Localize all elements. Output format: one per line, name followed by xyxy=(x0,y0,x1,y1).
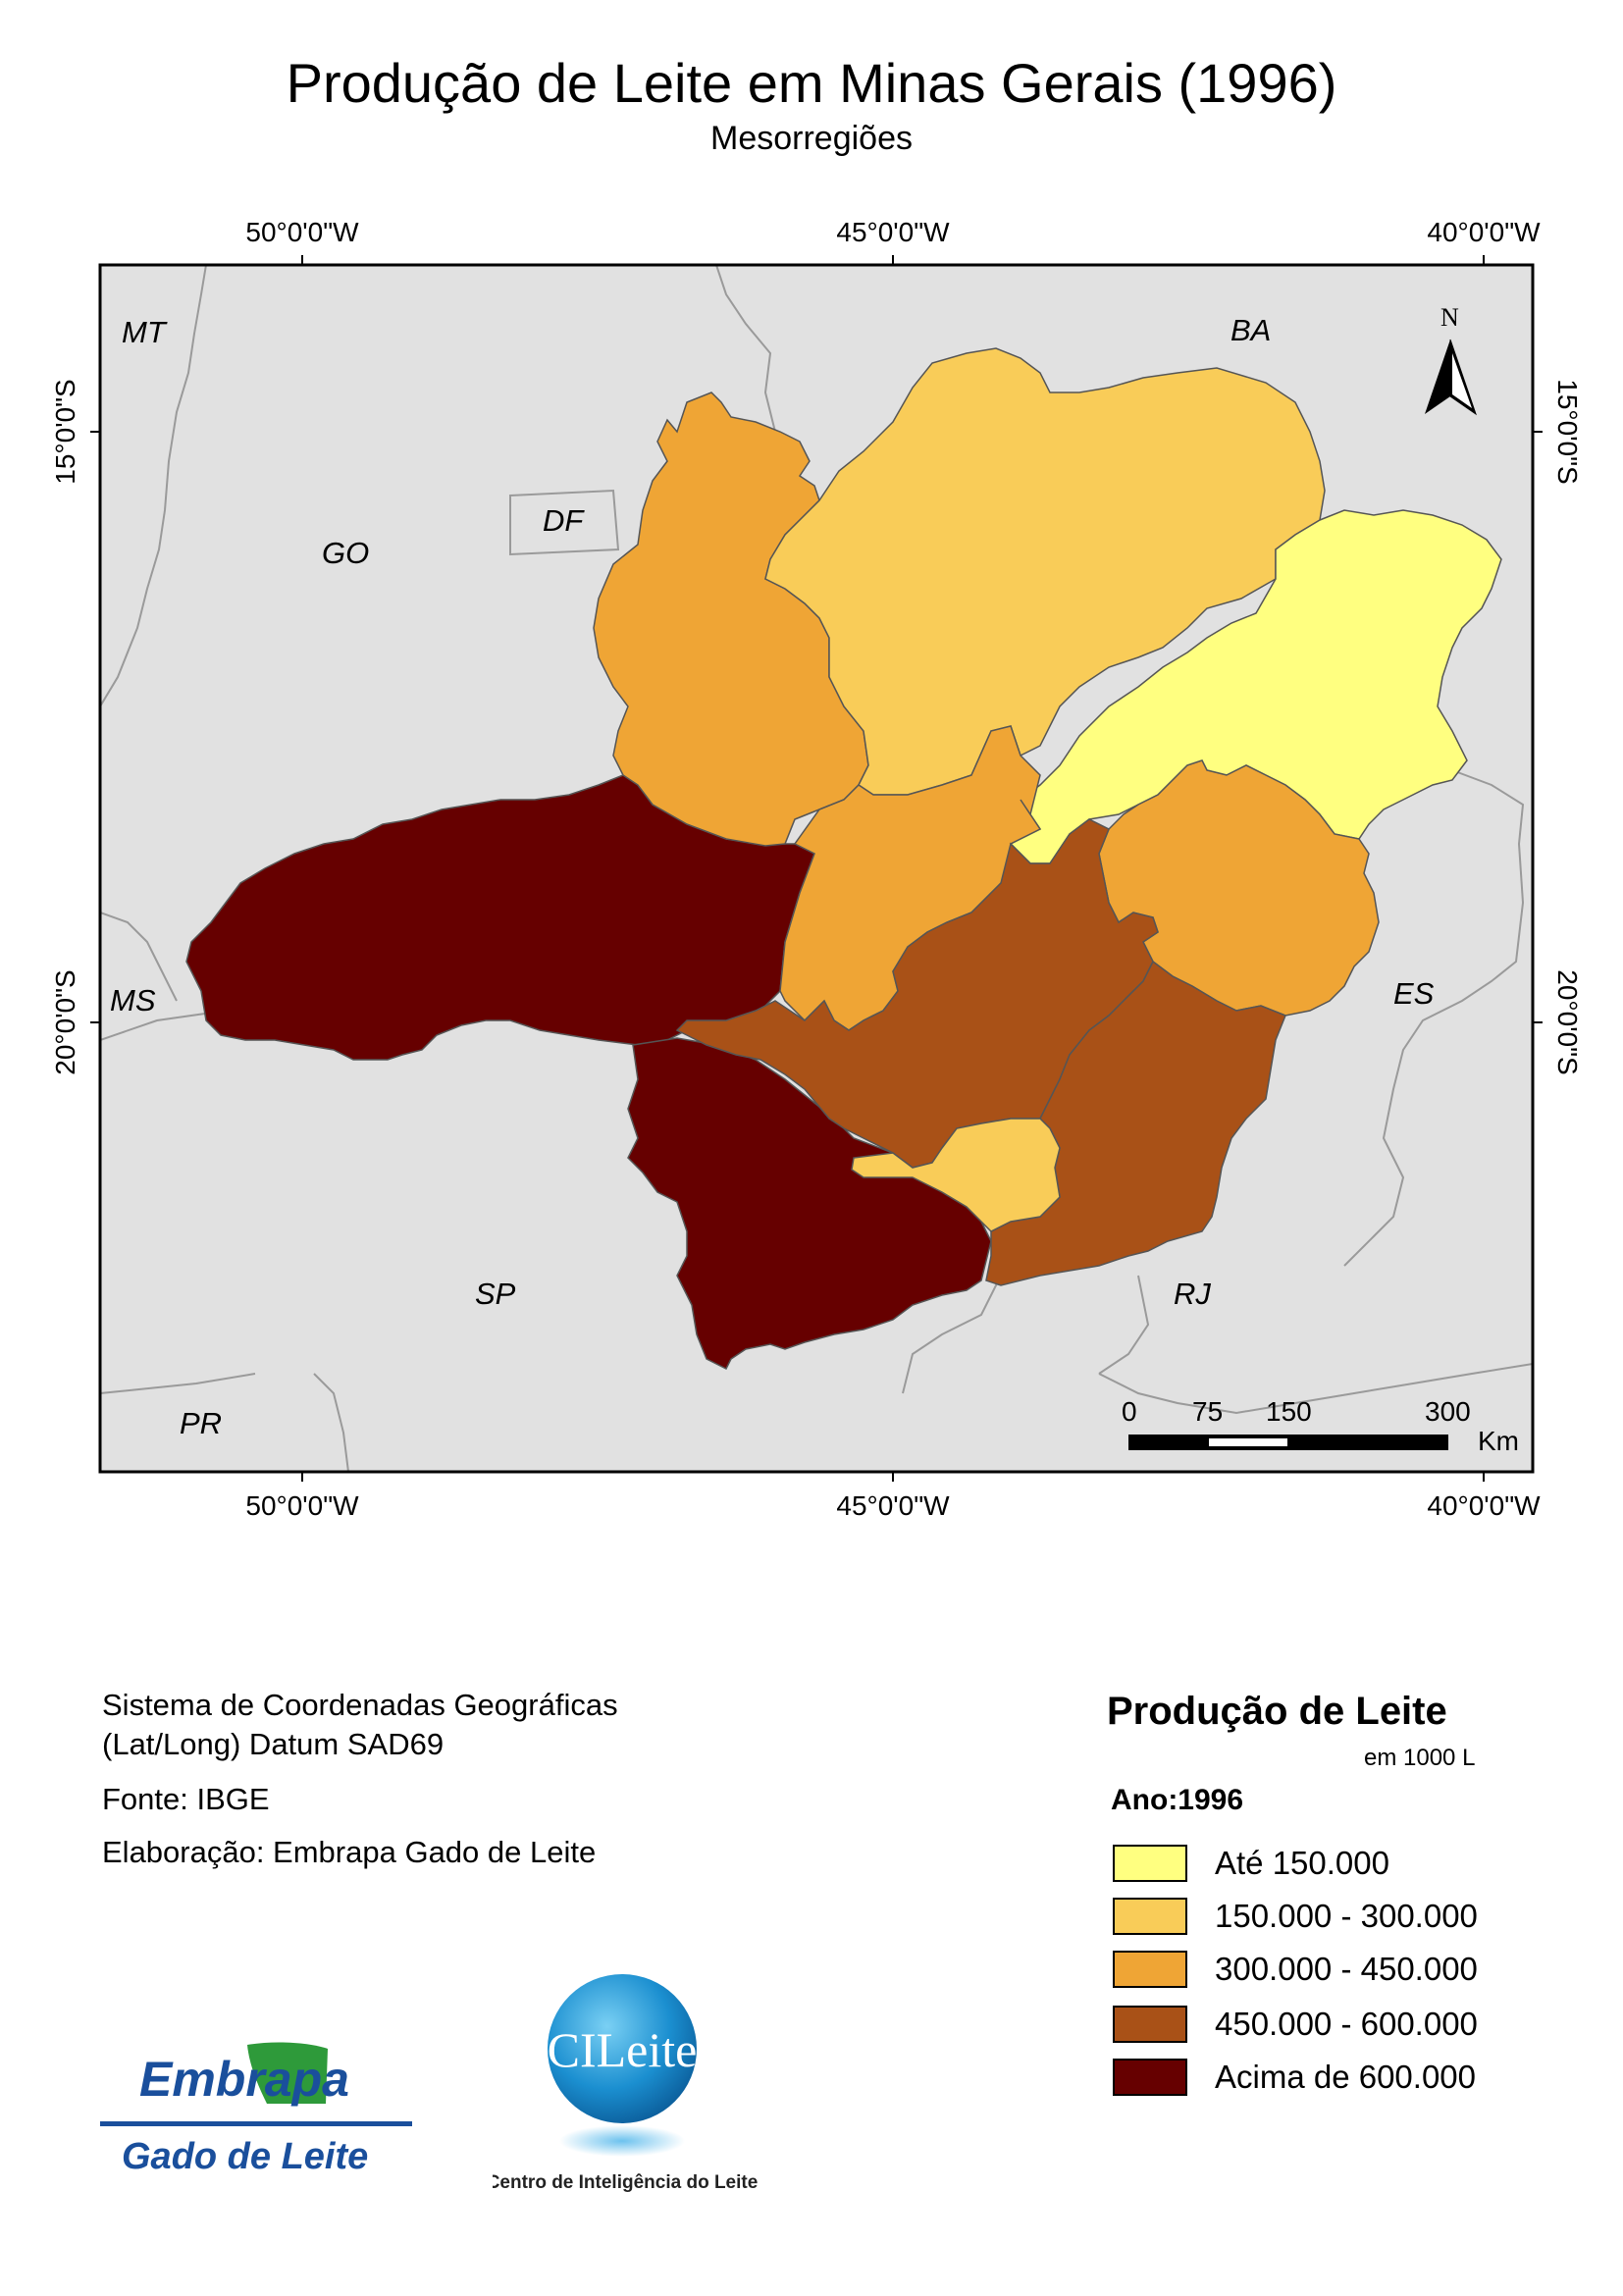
state-label-pr: PR xyxy=(180,1406,222,1440)
graticule-left-15s: 15°0'0"S xyxy=(50,379,80,484)
legend-swatch xyxy=(1113,2059,1187,2096)
legend-swatch xyxy=(1113,2006,1187,2043)
legend-unit: em 1000 L xyxy=(1364,1745,1476,1771)
legend-swatch xyxy=(1113,1951,1187,1988)
graticule-bottom-40w: 40°0'0"W xyxy=(1427,1490,1541,1521)
legend-title: Produção de Leite xyxy=(1107,1690,1447,1733)
map-frame xyxy=(98,263,1535,1474)
embrapa-wordmark: Embrapa xyxy=(139,2052,349,2107)
graticule-bottom-45w: 45°0'0"W xyxy=(836,1490,950,1521)
coord-system-line2: (Lat/Long) Datum SAD69 xyxy=(102,1727,445,1761)
cileite-logo: CILeite Centro de Inteligência do Leite xyxy=(493,1974,758,2193)
state-label-rj: RJ xyxy=(1174,1277,1211,1311)
state-label-es: ES xyxy=(1393,976,1435,1011)
scale-tick-0: 0 xyxy=(1122,1396,1137,1427)
map-figure: MT BA DF GO MS ES SP RJ PR N 0 75 150 30… xyxy=(50,217,1583,1521)
legend-label: 300.000 - 450.000 xyxy=(1215,1951,1478,1987)
scale-unit: Km xyxy=(1478,1426,1519,1456)
cileite-subtitle: Centro de Inteligência do Leite xyxy=(493,2172,758,2193)
north-label: N xyxy=(1440,303,1459,332)
state-label-mt: MT xyxy=(122,315,168,349)
scale-bar: 0 75 150 300 Km xyxy=(1122,1396,1519,1456)
scale-tick-300: 300 xyxy=(1425,1396,1471,1427)
graticule-right-15s: 15°0'0"S xyxy=(1552,379,1583,484)
region-norte xyxy=(764,347,1326,796)
region-sul xyxy=(627,1037,992,1371)
legend-label: 450.000 - 600.000 xyxy=(1215,2006,1478,2042)
state-label-ba: BA xyxy=(1230,313,1271,347)
map-title: Produção de Leite em Minas Gerais (1996) xyxy=(286,52,1337,114)
scale-tick-150: 150 xyxy=(1266,1396,1312,1427)
cileite-wordmark: CILeite xyxy=(548,2022,698,2077)
graticule-top-50w: 50°0'0"W xyxy=(245,217,359,247)
legend-label: Até 150.000 xyxy=(1215,1845,1389,1881)
legend-label: 150.000 - 300.000 xyxy=(1215,1898,1478,1934)
graticule-top-45w: 45°0'0"W xyxy=(836,217,950,247)
graticule-bottom-50w: 50°0'0"W xyxy=(245,1490,359,1521)
north-arrow: N xyxy=(1425,303,1477,416)
legend-year: Ano:1996 xyxy=(1111,1784,1244,1816)
mesoregions xyxy=(185,347,1502,1371)
map-subtitle: Mesorregiões xyxy=(710,120,913,157)
state-label-df: DF xyxy=(543,503,585,538)
graticule-top-40w: 40°0'0"W xyxy=(1427,217,1541,247)
coord-system-line1: Sistema de Coordenadas Geográficas xyxy=(102,1688,618,1722)
legend-swatch xyxy=(1113,1898,1187,1935)
state-label-ms: MS xyxy=(110,983,156,1018)
legend-swatch xyxy=(1113,1845,1187,1882)
state-label-sp: SP xyxy=(475,1277,516,1311)
source-text: Fonte: IBGE xyxy=(102,1782,270,1816)
legend-label: Acima de 600.000 xyxy=(1215,2059,1477,2095)
state-label-go: GO xyxy=(322,536,369,570)
region-campo-vertentes xyxy=(851,1118,1061,1232)
embrapa-logo: Embrapa Gado de Leite xyxy=(100,2042,412,2177)
graticule-right-20s: 20°0'0"S xyxy=(1552,969,1583,1074)
embrapa-subtitle: Gado de Leite xyxy=(122,2136,368,2177)
scale-tick-75: 75 xyxy=(1192,1396,1223,1427)
author-text: Elaboração: Embrapa Gado de Leite xyxy=(102,1835,597,1869)
graticule-left-20s: 20°0'0"S xyxy=(50,969,80,1074)
